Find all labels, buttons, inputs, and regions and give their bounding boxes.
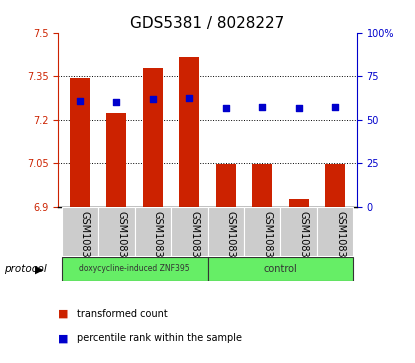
Text: GSM1083287: GSM1083287	[262, 211, 272, 276]
Bar	[98, 207, 134, 256]
Point	[222, 105, 229, 110]
Text: protocol: protocol	[4, 264, 47, 274]
Text: GSM1083284: GSM1083284	[153, 211, 163, 276]
Text: doxycycline-induced ZNF395: doxycycline-induced ZNF395	[79, 265, 190, 273]
Text: GSM1083282: GSM1083282	[80, 211, 90, 276]
Point	[113, 99, 120, 105]
Point	[149, 96, 156, 102]
Bar	[325, 164, 345, 207]
Bar	[208, 257, 353, 281]
Point	[259, 104, 266, 110]
Text: GDS5381 / 8028227: GDS5381 / 8028227	[130, 16, 285, 31]
Text: GSM1083286: GSM1083286	[226, 211, 236, 276]
Bar	[143, 68, 163, 207]
Bar	[70, 78, 90, 207]
Text: GSM1083288: GSM1083288	[299, 211, 309, 276]
Point	[332, 104, 338, 110]
Point	[295, 106, 302, 111]
Text: control: control	[264, 264, 297, 274]
Text: transformed count: transformed count	[77, 309, 168, 319]
Text: GSM1083283: GSM1083283	[116, 211, 127, 276]
Bar	[208, 207, 244, 256]
Text: ■: ■	[58, 333, 68, 343]
Bar	[281, 207, 317, 256]
Bar	[171, 207, 208, 256]
Bar	[62, 257, 208, 281]
Bar	[252, 164, 272, 207]
Bar	[288, 199, 309, 207]
Bar	[179, 57, 199, 207]
Text: ■: ■	[58, 309, 68, 319]
Bar	[106, 113, 127, 207]
Bar	[134, 207, 171, 256]
Text: percentile rank within the sample: percentile rank within the sample	[77, 333, 242, 343]
Bar	[216, 164, 236, 207]
Text: GSM1083285: GSM1083285	[189, 211, 199, 276]
Bar	[62, 207, 98, 256]
Point	[77, 99, 83, 105]
Bar	[317, 207, 353, 256]
Text: ▶: ▶	[35, 264, 44, 274]
Text: GSM1083289: GSM1083289	[335, 211, 345, 276]
Bar	[244, 207, 281, 256]
Point	[186, 95, 193, 101]
